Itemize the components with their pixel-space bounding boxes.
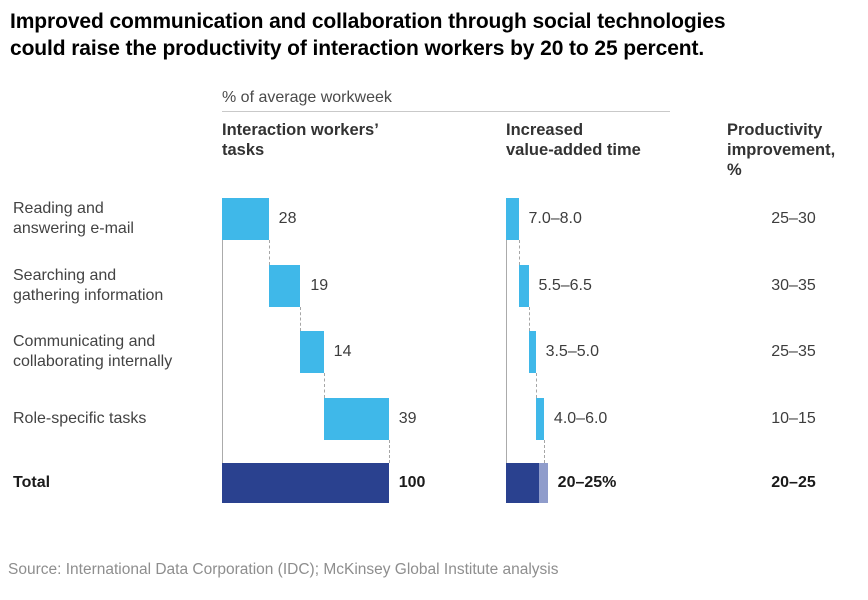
total-productivity-value: 20–25 xyxy=(771,474,816,491)
task-bar xyxy=(300,331,324,373)
axis-line-value-added xyxy=(506,240,507,463)
total-task-bar xyxy=(222,463,389,503)
chart-title: Improved communication and collaboration… xyxy=(10,8,840,62)
row-label: Reading and answering e-mail xyxy=(13,200,134,237)
value-added-bar xyxy=(506,198,519,240)
task-value: 14 xyxy=(333,343,352,360)
task-bar xyxy=(268,265,301,307)
productivity-value: 25–35 xyxy=(771,343,816,360)
total-task-value: 100 xyxy=(398,474,426,491)
productivity-value: 30–35 xyxy=(771,277,816,294)
axis-line-tasks xyxy=(222,240,223,463)
row-label: Searching and gathering information xyxy=(13,267,164,304)
connector-dashed-tasks xyxy=(388,440,390,463)
column-header-productivity: Productivity improvement, % xyxy=(727,121,836,179)
chart-title-line1: Improved communication and collaboration… xyxy=(10,10,726,33)
source-note: Source: International Data Corporation (… xyxy=(8,561,559,578)
task-bar xyxy=(222,198,269,240)
task-bar xyxy=(323,398,389,440)
row-label: Role-specific tasks xyxy=(13,410,147,427)
unit-label: % of average workweek xyxy=(222,89,392,106)
row-label: Communicating and collaborating internal… xyxy=(13,333,173,370)
column-header-tasks: Interaction workers’ tasks xyxy=(222,121,379,159)
connector-dashed-tasks xyxy=(300,307,302,331)
value-added-value: 4.0–6.0 xyxy=(553,410,608,427)
connector-dashed-value-added xyxy=(543,440,545,463)
value-added-value: 5.5–6.5 xyxy=(538,277,592,294)
task-value: 39 xyxy=(398,410,417,427)
task-value: 19 xyxy=(310,277,329,294)
column-header-value-added: Increased value-added time xyxy=(506,121,641,159)
value-added-bar xyxy=(528,331,536,373)
value-added-value: 7.0–8.0 xyxy=(528,210,582,227)
total-range-overlay xyxy=(539,463,548,503)
value-added-value: 3.5–5.0 xyxy=(545,343,599,360)
value-added-bar xyxy=(535,398,544,440)
value-added-bar xyxy=(518,265,529,307)
task-value: 28 xyxy=(278,210,297,227)
connector-dashed-value-added xyxy=(535,373,537,398)
connector-dashed-value-added xyxy=(518,240,520,265)
connector-dashed-tasks xyxy=(268,240,270,265)
total-row-label: Total xyxy=(13,474,51,491)
connector-dashed-tasks xyxy=(323,373,325,398)
connector-dashed-value-added xyxy=(528,307,530,331)
chart-title-line2: could raise the productivity of interact… xyxy=(10,37,705,60)
productivity-value: 10–15 xyxy=(771,410,816,427)
header-divider xyxy=(222,111,670,112)
total-value-added-value: 20–25% xyxy=(557,474,617,491)
productivity-value: 25–30 xyxy=(771,210,816,227)
total-value-added-bar xyxy=(506,463,540,503)
